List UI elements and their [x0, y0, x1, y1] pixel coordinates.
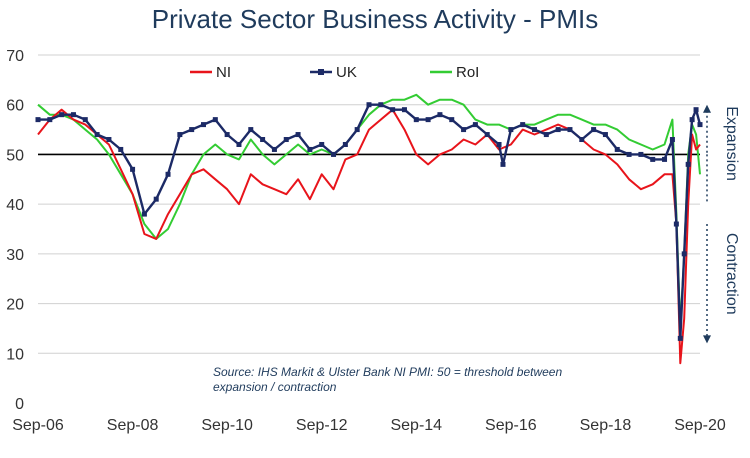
data-point-uk — [662, 156, 668, 162]
x-tick-label: Sep-14 — [390, 417, 442, 434]
x-tick-label: Sep-08 — [107, 417, 159, 434]
legend-marker-uk — [318, 69, 324, 75]
data-point-uk — [425, 117, 431, 123]
y-tick-label: 20 — [6, 297, 24, 314]
data-point-uk — [697, 122, 703, 128]
data-point-uk — [82, 117, 88, 123]
data-point-uk — [319, 141, 325, 147]
y-tick-label: 40 — [6, 197, 24, 214]
series-line-roi — [37, 93, 701, 330]
legend-label-ni: NI — [216, 64, 231, 81]
data-point-uk — [689, 117, 695, 123]
data-point-uk — [532, 127, 537, 133]
data-point-uk — [650, 156, 656, 162]
data-point-uk — [47, 117, 53, 123]
data-point-uk — [342, 141, 348, 147]
legend-label-uk: UK — [336, 64, 357, 81]
data-point-uk — [449, 117, 455, 123]
data-point-uk — [508, 127, 514, 133]
data-point-uk — [626, 151, 632, 157]
data-point-uk — [685, 161, 691, 167]
data-point-uk — [118, 146, 124, 152]
data-point-uk — [354, 127, 360, 133]
data-point-uk — [59, 112, 65, 118]
data-point-uk — [520, 122, 526, 128]
data-point-uk — [224, 132, 230, 138]
data-point-uk — [500, 161, 506, 167]
expansion-contraction-indicator: Expansion Contraction — [703, 104, 740, 344]
data-point-uk — [437, 112, 443, 118]
y-tick-label: 70 — [6, 48, 24, 65]
data-point-uk — [681, 251, 687, 257]
data-point-uk — [591, 127, 597, 133]
data-point-uk — [413, 117, 419, 123]
legend-label-roi: RoI — [456, 64, 479, 81]
data-point-uk — [236, 141, 242, 147]
y-tick-label: 0 — [15, 396, 24, 413]
data-point-uk — [271, 146, 277, 152]
y-tick-label: 30 — [6, 247, 24, 264]
data-point-uk — [212, 117, 218, 123]
data-point-uk — [638, 151, 644, 157]
series-lines — [35, 93, 703, 365]
x-tick-label: Sep-10 — [201, 417, 253, 434]
arrow-down-icon — [703, 335, 711, 344]
data-point-uk — [165, 171, 171, 177]
x-axis: Sep-06 Sep-08 Sep-10 Sep-12 Sep-14 Sep-16 Sep-… — [12, 417, 726, 434]
data-point-uk — [669, 137, 675, 143]
y-axis: 0 10 20 30 40 50 60 70 — [6, 48, 24, 413]
y-tick-label: 10 — [6, 346, 24, 363]
legend: NI UK RoI — [190, 64, 479, 81]
x-tick-label: Sep-12 — [296, 417, 348, 434]
data-point-uk — [177, 132, 183, 138]
data-point-uk — [677, 335, 683, 341]
data-point-uk — [130, 166, 136, 172]
x-tick-label: Sep-06 — [12, 417, 64, 434]
data-point-uk — [141, 211, 147, 217]
data-point-uk — [106, 137, 112, 143]
data-point-uk — [201, 122, 206, 128]
data-point-uk — [331, 151, 337, 157]
data-point-uk — [70, 112, 76, 118]
data-point-uk — [567, 127, 573, 133]
data-point-uk — [366, 102, 372, 108]
x-tick-label: Sep-16 — [485, 417, 537, 434]
source-note: Source: IHS Markit & Ulster Bank NI PMI:… — [213, 365, 563, 394]
data-point-uk — [614, 146, 620, 152]
data-point-uk — [693, 107, 699, 113]
x-tick-label: Sep-18 — [580, 417, 632, 434]
data-point-uk — [602, 132, 608, 138]
expansion-label: Expansion — [723, 106, 740, 181]
data-point-uk — [401, 107, 407, 113]
data-point-uk — [390, 107, 396, 113]
data-point-uk — [248, 127, 254, 133]
data-point-uk — [484, 132, 490, 138]
data-point-uk — [496, 141, 502, 147]
data-point-uk — [307, 146, 313, 152]
data-point-uk — [579, 137, 585, 143]
data-point-uk — [260, 137, 266, 143]
x-tick-label: Sep-20 — [674, 417, 726, 434]
data-point-uk — [283, 137, 289, 143]
y-tick-label: 50 — [6, 147, 24, 164]
data-point-uk — [555, 127, 561, 133]
contraction-label: Contraction — [723, 233, 740, 315]
data-point-uk — [378, 102, 384, 108]
y-tick-label: 60 — [6, 98, 24, 115]
data-point-uk — [673, 221, 679, 227]
data-point-uk — [153, 196, 159, 202]
data-point-uk — [35, 117, 41, 123]
series-line-ni — [37, 108, 701, 365]
data-point-uk — [461, 127, 467, 133]
data-point-uk — [472, 122, 478, 128]
data-point-uk — [543, 132, 549, 138]
data-point-uk — [94, 132, 100, 138]
gridlines — [38, 54, 700, 354]
chart-title: Private Sector Business Activity - PMIs — [151, 4, 599, 34]
data-point-uk — [295, 132, 301, 138]
arrow-up-icon — [703, 104, 711, 113]
data-point-uk — [189, 127, 195, 133]
